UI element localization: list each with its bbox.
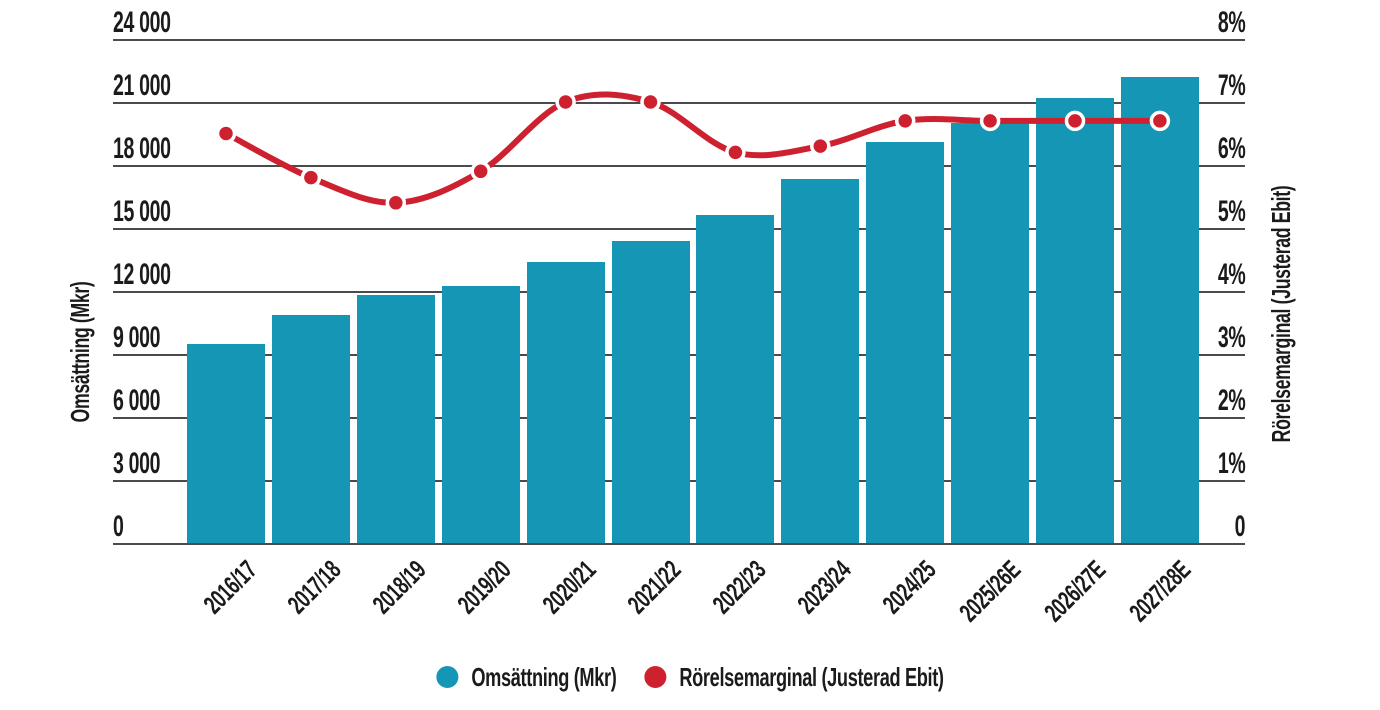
right-axis-tick-label: 3% <box>1217 321 1245 354</box>
x-axis-label-2021/22: 2021/22 <box>621 554 687 620</box>
margin-point-2016/17 <box>215 123 237 144</box>
left-axis-tick-label: 6 000 <box>113 384 161 417</box>
left-axis-tick-label: 24 000 <box>113 6 171 39</box>
margin-point-2023/24 <box>810 135 831 157</box>
right-axis-tick-label: 2% <box>1217 384 1245 417</box>
x-axis-label-2020/21: 2020/21 <box>536 554 602 620</box>
revenue-bar-2021/22 <box>611 240 690 543</box>
revenue-bar-2023/24 <box>781 178 860 543</box>
x-axis-label-2022/23: 2022/23 <box>706 554 772 620</box>
margin-point-2024/25 <box>894 110 916 132</box>
revenue-legend-dot-icon <box>436 666 459 688</box>
gridline <box>113 228 1245 230</box>
legend-label-revenue: Omsättning (Mkr) <box>471 662 617 692</box>
legend-item-margin: Rörelsemarginal (Justerad Ebit) <box>644 662 945 692</box>
right-axis-tick-label: 5% <box>1217 195 1245 228</box>
revenue-bar-2018/19 <box>356 295 435 543</box>
right-axis-tick-label: 0 <box>1234 510 1245 543</box>
right-axis-title: Rörelsemarginal (Justerad Ebit) <box>1266 185 1296 443</box>
left-axis-tick-label: 12 000 <box>113 258 171 291</box>
left-axis-title: Omsättning (Mkr) <box>65 281 95 423</box>
legend-item-revenue: Omsättning (Mkr) <box>436 662 617 692</box>
left-axis-tick-label: 18 000 <box>113 132 171 165</box>
legend: Omsättning (Mkr) Rörelsemarginal (Juster… <box>436 662 945 692</box>
right-axis-tick-label: 8% <box>1217 6 1245 39</box>
right-axis-tick-label: 4% <box>1217 258 1245 291</box>
left-axis-tick-label: 0 <box>113 510 124 543</box>
left-axis-tick-label: 9 000 <box>113 321 161 354</box>
revenue-bar-2019/20 <box>441 285 520 543</box>
gridline <box>113 39 1245 41</box>
x-axis-label-2023/24: 2023/24 <box>791 554 857 620</box>
revenue-bar-2027/28E <box>1120 76 1199 543</box>
revenue-bar-2024/25 <box>866 141 945 543</box>
margin-point-2017/18 <box>300 167 322 188</box>
x-axis-label-2025/26E: 2025/26E <box>953 554 1026 628</box>
left-axis-tick-label: 15 000 <box>113 195 171 228</box>
gridline <box>113 543 1245 545</box>
x-axis-label-2027/28E: 2027/28E <box>1122 554 1196 628</box>
left-axis-tick-label: 3 000 <box>113 447 161 480</box>
left-axis-tick-label: 21 000 <box>113 69 171 102</box>
revenue-bar-2025/26E <box>951 123 1030 543</box>
margin-legend-dot-icon <box>644 666 667 688</box>
legend-label-margin: Rörelsemarginal (Justerad Ebit) <box>679 662 945 692</box>
margin-point-2018/19 <box>385 192 407 214</box>
revenue-bar-2022/23 <box>696 215 775 543</box>
revenue-bar-2016/17 <box>187 343 265 543</box>
revenue-bar-2020/21 <box>526 261 605 543</box>
revenue-bar-2026/27E <box>1036 97 1114 543</box>
revenue-bar-2017/18 <box>271 315 350 543</box>
x-axis-label-2017/18: 2017/18 <box>281 554 347 620</box>
right-axis-tick-label: 7% <box>1217 69 1245 102</box>
x-axis-label-2019/20: 2019/20 <box>451 554 517 620</box>
margin-point-2022/23 <box>725 142 746 163</box>
x-axis-label-2018/19: 2018/19 <box>366 554 432 620</box>
right-axis-tick-label: 6% <box>1217 132 1245 165</box>
x-axis-label-2024/25: 2024/25 <box>876 554 941 620</box>
x-axis-label-2026/27E: 2026/27E <box>1037 554 1111 628</box>
x-axis-label-2016/17: 2016/17 <box>197 554 262 620</box>
right-axis-tick-label: 1% <box>1217 447 1245 480</box>
